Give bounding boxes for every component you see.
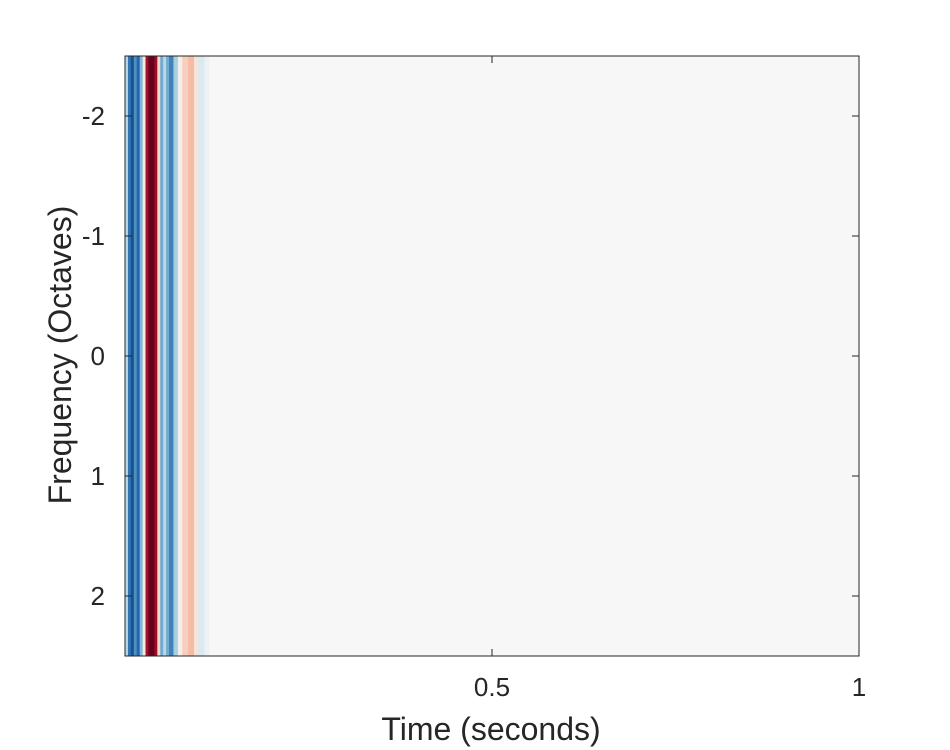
heatmap-band-11 [160, 56, 164, 656]
heatmap-band-6 [142, 56, 146, 656]
y-tick-label: -2 [82, 101, 105, 131]
heatmap-band-10 [157, 56, 161, 656]
y-axis-label: Frequency (Octaves) [42, 206, 78, 505]
x-tick-labels: 0.5 1 [474, 672, 866, 702]
heatmap-band-20 [198, 56, 205, 656]
y-tick-label: 1 [91, 461, 105, 491]
axis-ticks [125, 56, 860, 656]
heatmap-band-15 [173, 56, 179, 656]
y-tick-label: 0 [91, 341, 105, 371]
heatmap-band-17 [182, 56, 189, 656]
x-axis-label: Time (seconds) [381, 711, 600, 747]
x-tick-label: 1 [852, 672, 866, 702]
heatmap-band-18 [188, 56, 195, 656]
heatmap-band-5 [139, 56, 144, 656]
heatmap-band-19 [193, 56, 199, 656]
heatmap-band-8 [148, 56, 155, 656]
x-tick-label: 0.5 [474, 672, 510, 702]
heatmap-band-13 [166, 56, 170, 656]
heatmap-band-4 [136, 56, 141, 656]
heatmap-background [125, 56, 859, 656]
heatmap-band-12 [163, 56, 167, 656]
heatmap-bands [125, 56, 210, 656]
plot-area [124, 55, 860, 657]
heatmap-band-2 [130, 56, 135, 656]
heatmap-band-7 [145, 56, 149, 656]
heatmap-band-21 [204, 56, 210, 656]
y-tick-label: -1 [82, 221, 105, 251]
heatmap-band-14 [169, 56, 174, 656]
y-tick-label: 2 [91, 581, 105, 611]
heatmap-band-3 [133, 56, 138, 656]
heatmap-band-9 [154, 56, 158, 656]
y-tick-labels: -2 -1 0 1 2 [82, 101, 105, 611]
heatmap-band-16 [177, 56, 183, 656]
